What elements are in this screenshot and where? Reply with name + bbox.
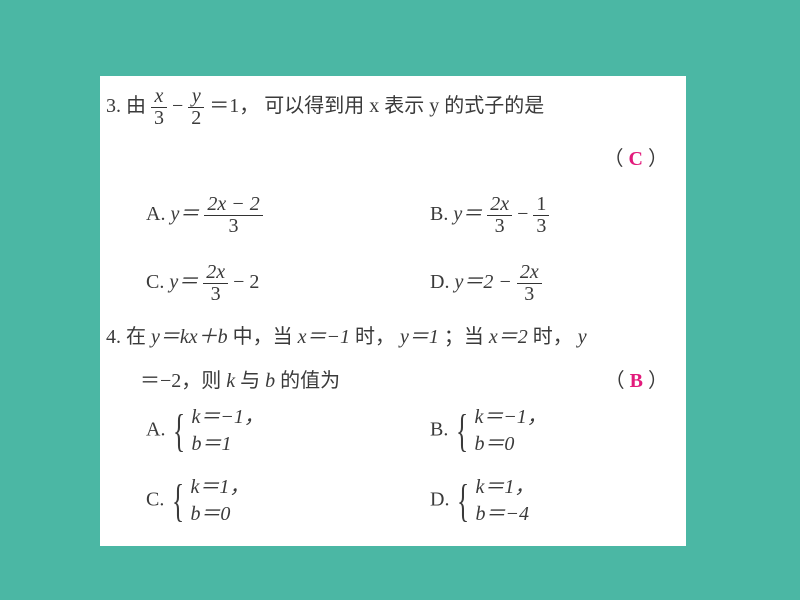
r2: b＝−4 [476,501,535,528]
q4-answer-slot: （ B ） [605,364,668,393]
brace-icon: { [172,478,184,524]
r2: b＝0 [474,431,546,458]
q4-option-d: D. { k＝1， b＝−4 [430,474,534,528]
canvas: 3. 由 x 3 − y 2 ＝1， 可以得到用 x 表示 y 的式子的是 （ … [0,0,800,600]
r1: k＝1， [476,474,535,501]
paren-open: （ [604,148,624,170]
q3-b-num2: 1 [533,194,549,216]
q3-a-num: 2x − 2 [204,194,262,216]
r1: k＝1， [190,474,249,501]
q4-b-sys: k＝−1， b＝0 [474,404,546,458]
t: ；当 [444,326,489,348]
q3-b-den: 3 [487,216,512,237]
q3-number: 3. [106,95,121,117]
q3-c-tail: − 2 [233,271,259,293]
q3-d-den: 3 [517,284,542,305]
q3-prefix: 由 [126,95,146,117]
q3-b-mid: − [517,203,533,225]
q4-number: 4. [106,326,121,348]
e: k [226,370,235,392]
e: y [578,326,587,348]
r2: b＝1 [192,431,264,458]
q3-option-c: C. y＝ 2x 3 − 2 [146,262,259,305]
q3-frac2-den: 2 [188,108,204,129]
q3-frac1-num: x [151,86,167,108]
q3-answer-slot: （ C ） [604,142,668,171]
opt-label: A. [146,203,165,225]
t: 时， [355,326,395,348]
q3-tail: 可以得到用 x 表示 y 的式子的是 [264,95,544,117]
r2: b＝0 [190,501,249,528]
q4-option-b: B. { k＝−1， b＝0 [430,404,547,458]
q3-frac2-num: y [188,86,204,108]
r1: k＝−1， [192,404,264,431]
opt-label: D. [430,271,449,293]
q3-option-a: A. y＝ 2x − 2 3 [146,194,263,237]
t: 的值为 [280,370,340,392]
opt-lhs: y＝ [170,203,199,225]
question-3-card: 3. 由 x 3 − y 2 ＝1， 可以得到用 x 表示 y 的式子的是 （ … [100,76,686,356]
opt-lhs: y＝ [169,271,198,293]
q4-d-sys: k＝1， b＝−4 [476,474,535,528]
e: x＝−1 [298,326,350,348]
q3-stem: 3. 由 x 3 − y 2 ＝1， 可以得到用 x 表示 y 的式子的是 [106,86,544,129]
q3-c-den: 3 [203,284,228,305]
q4-c-sys: k＝1， b＝0 [190,474,249,528]
r1: k＝−1， [474,404,546,431]
q3-frac1: x 3 [151,86,167,129]
opt-label: C. [146,271,164,293]
q3-option-d: D. y＝2 − 2x 3 [430,262,542,305]
brace-icon: { [173,408,185,454]
q3-answer: C [629,148,643,170]
t: 时， [533,326,573,348]
q4-stem-line2: ＝−2，则 k 与 b 的值为 [140,364,340,393]
e: x＝2 [489,326,528,348]
opt-label: B. [430,419,448,441]
t: 中，当 [233,326,298,348]
t: 与 [240,370,265,392]
opt-label: C. [146,489,164,511]
e: y＝kx＋b [151,326,228,348]
opt-label: B. [430,203,448,225]
q3-c-frac: 2x 3 [203,262,228,305]
paren-close: ） [648,370,668,392]
q3-d-num: 2x [517,262,542,284]
q3-c-num: 2x [203,262,228,284]
paren-close: ） [648,148,668,170]
q3-a-frac: 2x − 2 3 [204,194,262,237]
q4-a-sys: k＝−1， b＝1 [192,404,264,458]
t: 在 [126,326,151,348]
brace-icon: { [457,478,469,524]
q3-eqrhs: ＝1， [209,95,259,117]
q3-minus: − [172,95,183,117]
opt-label: A. [146,419,165,441]
q3-d-frac: 2x 3 [517,262,542,305]
q4-option-a: A. { k＝−1， b＝1 [146,404,264,458]
q3-frac1-den: 3 [151,108,167,129]
q3-a-den: 3 [204,216,262,237]
q4-option-c: C. { k＝1， b＝0 [146,474,249,528]
paren-open: （ [605,370,625,392]
opt-label: D. [430,489,449,511]
q4-answer: B [630,370,643,392]
opt-lhs: y＝2 − [454,271,516,293]
q3-b-num: 2x [487,194,512,216]
q3-b-frac2: 1 3 [533,194,549,237]
q3-option-b: B. y＝ 2x 3 − 1 3 [430,194,549,237]
e: b [265,370,275,392]
brace-icon: { [456,408,468,454]
q4-stem-line1: 4. 在 y＝kx＋b 中，当 x＝−1 时， y＝1 ；当 x＝2 时， y [106,320,587,349]
t: ＝−2，则 [140,370,226,392]
opt-lhs: y＝ [453,203,482,225]
q3-b-frac1: 2x 3 [487,194,512,237]
question-4-card: ＝−2，则 k 与 b 的值为 （ B ） A. { k＝−1， b＝1 B. … [100,356,686,546]
q3-frac2: y 2 [188,86,204,129]
q3-b-den2: 3 [533,216,549,237]
e: y＝1 [400,326,439,348]
